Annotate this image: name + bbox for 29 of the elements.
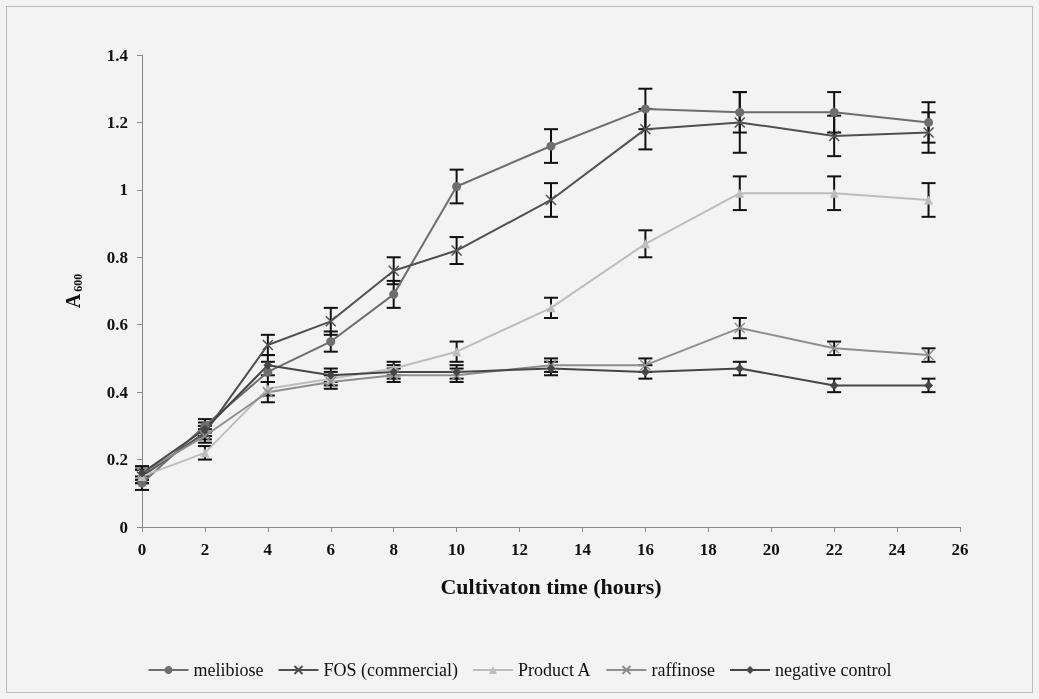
x-tick-label: 24	[888, 540, 907, 559]
x-tick-label: 22	[825, 540, 843, 559]
legend-label: FOS (commercial)	[323, 660, 458, 681]
legend-label: raffinose	[651, 660, 716, 680]
y-tick-label: 0.2	[106, 450, 128, 470]
legend-label: melibiose	[193, 660, 264, 680]
y-tick-label: 0.6	[106, 315, 128, 335]
x-axis-title: Cultivaton time (hours)	[440, 573, 662, 599]
y-tick-label: 0.4	[106, 382, 129, 402]
y-axis-title: A600	[62, 273, 85, 309]
y-tick-label: 1.4	[106, 45, 129, 65]
x-tick-label: 12	[511, 540, 529, 559]
x-tick-label: 6	[326, 540, 336, 559]
x-tick-label: 26	[951, 540, 969, 559]
x-tick-label: 2	[200, 540, 210, 559]
legend-label: Product A	[517, 660, 591, 680]
x-tick-label: 4	[263, 540, 273, 559]
x-tick-label: 10	[448, 540, 466, 559]
y-tick-label: 1	[119, 180, 128, 200]
y-tick-label: 0.8	[106, 247, 128, 267]
x-tick-label: 20	[762, 540, 780, 559]
legend-label: negative control	[775, 660, 892, 680]
y-tick-label: 0	[119, 517, 128, 537]
x-tick-label: 14	[573, 540, 592, 559]
x-tick-label: 16	[636, 540, 654, 559]
y-tick-label: 1.2	[106, 112, 128, 132]
x-tick-label: 8	[389, 540, 398, 559]
x-tick-label: 0	[137, 540, 147, 559]
x-tick-label: 18	[699, 540, 717, 559]
